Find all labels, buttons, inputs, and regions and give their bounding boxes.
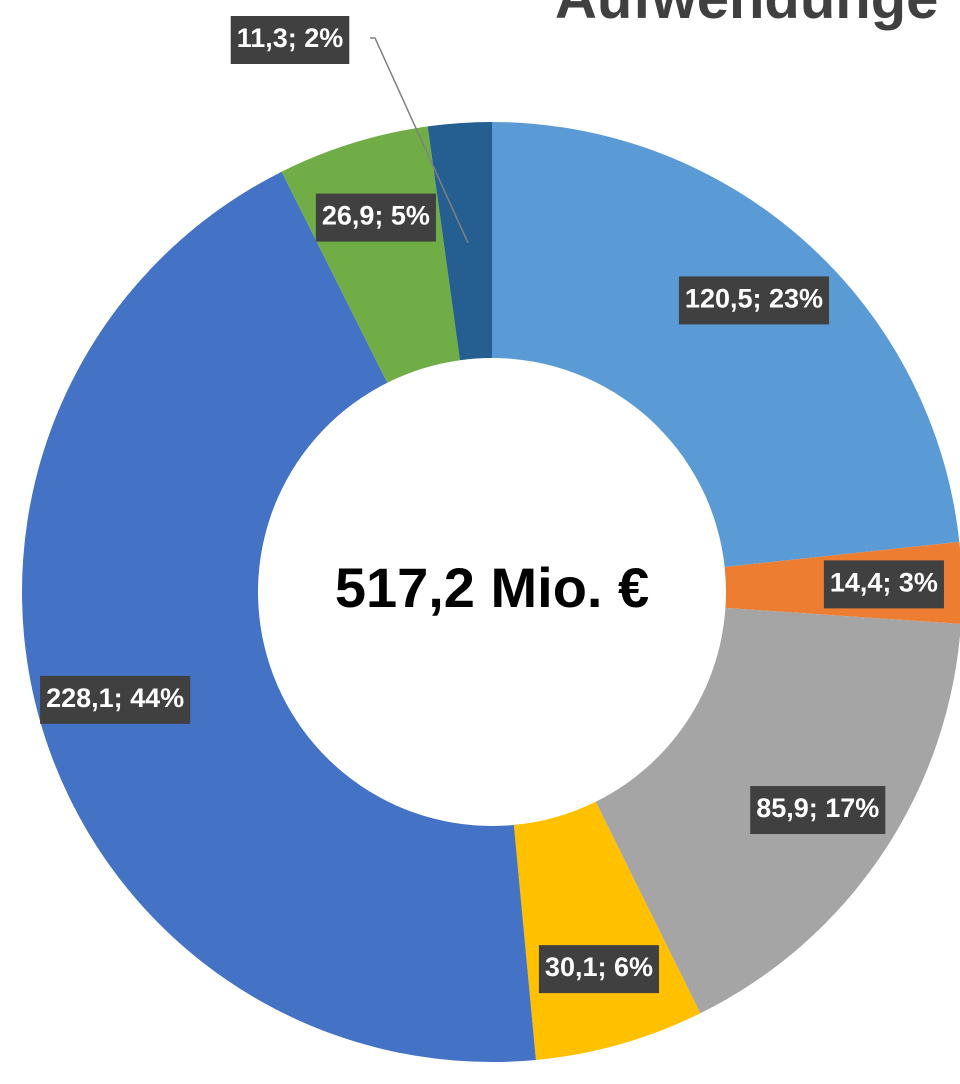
label-box [315,193,436,242]
label-text: 228,1; 44% [46,683,184,713]
label-text: 26,9; 5% [322,201,430,231]
data-label: 11,3; 2% [230,16,469,244]
data-label: 228,1; 44% [40,675,191,724]
label-box [750,786,886,835]
leader-line [370,37,469,244]
donut-slice [21,171,536,1062]
data-label: 26,9; 5% [315,193,436,242]
label-box [823,560,944,609]
data-label: 14,4; 3% [823,560,944,609]
donut-slice [513,801,701,1060]
label-box [40,675,191,724]
data-label: 85,9; 17% [750,786,886,835]
data-label: 30,1; 6% [538,945,660,994]
donut-slice [492,122,960,568]
center-label: 517,2 Mio. € [335,556,649,619]
label-text: 11,3; 2% [237,23,344,53]
label-box [678,276,830,325]
label-box [538,945,660,994]
label-text: 14,4; 3% [830,568,938,598]
data-label: 120,5; 23% [678,276,830,325]
label-text: 85,9; 17% [756,793,879,823]
donut-slice [281,126,460,383]
label-text: 30,1; 6% [545,952,653,982]
label-text: 120,5; 23% [685,284,823,314]
chart-title: Aufwendunge [555,0,938,31]
donut-slice [427,122,492,361]
label-box [230,16,350,64]
